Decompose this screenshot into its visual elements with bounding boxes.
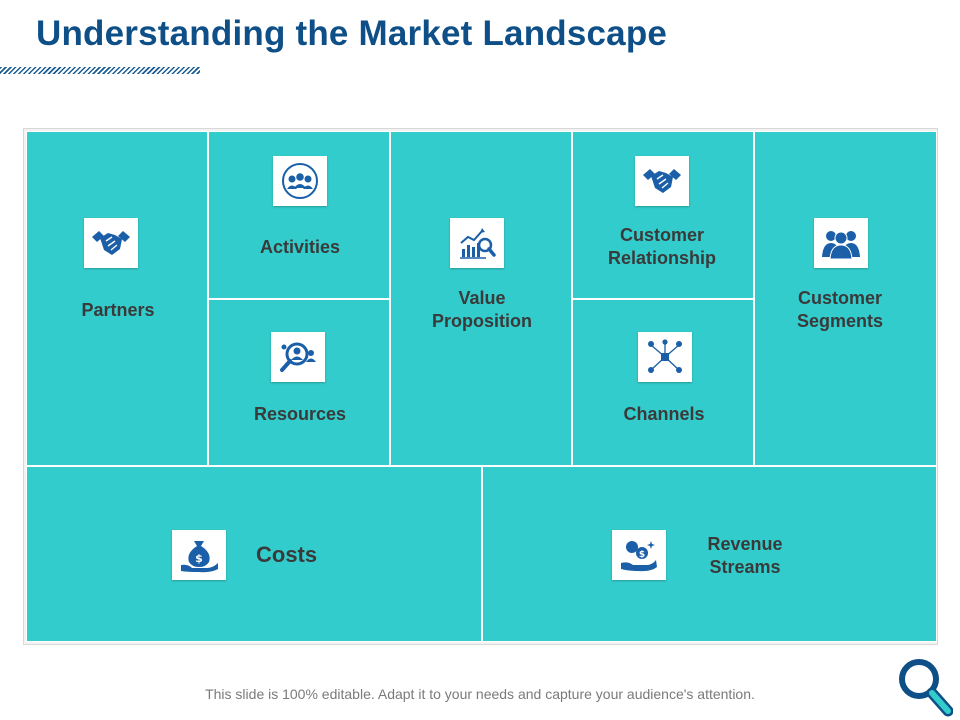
resources-label: Resources <box>253 404 347 424</box>
svg-text:$: $ <box>639 550 645 560</box>
customer-relationship-line2: Relationship <box>607 248 716 268</box>
activities-block[interactable]: Activities <box>208 131 390 299</box>
footer-note: This slide is 100% editable. Adapt it to… <box>205 686 755 702</box>
handshake-icon <box>635 156 689 206</box>
magnifier-icon[interactable] <box>897 657 953 717</box>
customer-relationship-block[interactable]: Customer Relationship <box>572 131 754 299</box>
money-bag-hand-icon: $ <box>172 530 226 580</box>
revenue-streams-label: Revenue Streams <box>665 533 825 579</box>
svg-text:$: $ <box>195 552 203 565</box>
channels-label: Channels <box>623 404 705 424</box>
value-proposition-line2: Proposition <box>432 311 532 331</box>
team-cycle-icon <box>273 156 327 206</box>
page-title: Understanding the Market Landscape <box>36 14 668 53</box>
costs-block[interactable]: $ Costs <box>26 466 482 642</box>
activities-label: Activities <box>259 237 341 257</box>
revenue-streams-line1: Revenue <box>707 534 783 554</box>
customer-relationship-label: Customer Relationship <box>582 224 742 270</box>
title-underline <box>0 67 200 74</box>
value-proposition-line1: Value <box>458 288 506 308</box>
partners-label: Partners <box>81 300 155 320</box>
revenue-streams-line2: Streams <box>709 557 781 577</box>
partners-block[interactable]: Partners <box>26 131 208 466</box>
customer-segments-label: Customer Segments <box>760 287 920 333</box>
coins-hand-icon: $ <box>612 530 666 580</box>
chart-magnifier-icon <box>450 218 504 268</box>
customer-relationship-line1: Customer <box>619 225 704 245</box>
channels-block[interactable]: Channels <box>572 299 754 466</box>
customer-segments-line1: Customer <box>797 288 882 308</box>
value-proposition-label: Value Proposition <box>402 287 562 333</box>
value-proposition-block[interactable]: Value Proposition <box>390 131 572 466</box>
network-icon <box>638 332 692 382</box>
revenue-streams-block[interactable]: $ Revenue Streams <box>482 466 937 642</box>
costs-label: Costs <box>256 542 318 567</box>
resources-block[interactable]: Resources <box>208 299 390 466</box>
customer-segments-line2: Segments <box>796 311 884 331</box>
people-search-icon <box>271 332 325 382</box>
handshake-icon <box>84 218 138 268</box>
group-icon <box>814 218 868 268</box>
customer-segments-block[interactable]: Customer Segments <box>754 131 937 466</box>
market-landscape-canvas: Partners Activities <box>23 128 938 645</box>
